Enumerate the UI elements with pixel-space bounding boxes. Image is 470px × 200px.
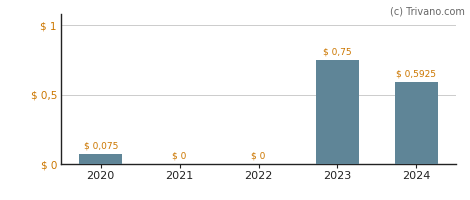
Text: $ 0,75: $ 0,75: [323, 47, 352, 56]
Text: $ 0,075: $ 0,075: [84, 141, 118, 150]
Text: $ 0: $ 0: [251, 152, 266, 161]
Text: $ 0: $ 0: [172, 152, 187, 161]
Bar: [79, 154, 122, 164]
Text: $ 0,5925: $ 0,5925: [396, 69, 436, 78]
Bar: [395, 82, 438, 164]
Text: (c) Trivano.com: (c) Trivano.com: [391, 6, 465, 16]
Bar: [316, 60, 359, 164]
